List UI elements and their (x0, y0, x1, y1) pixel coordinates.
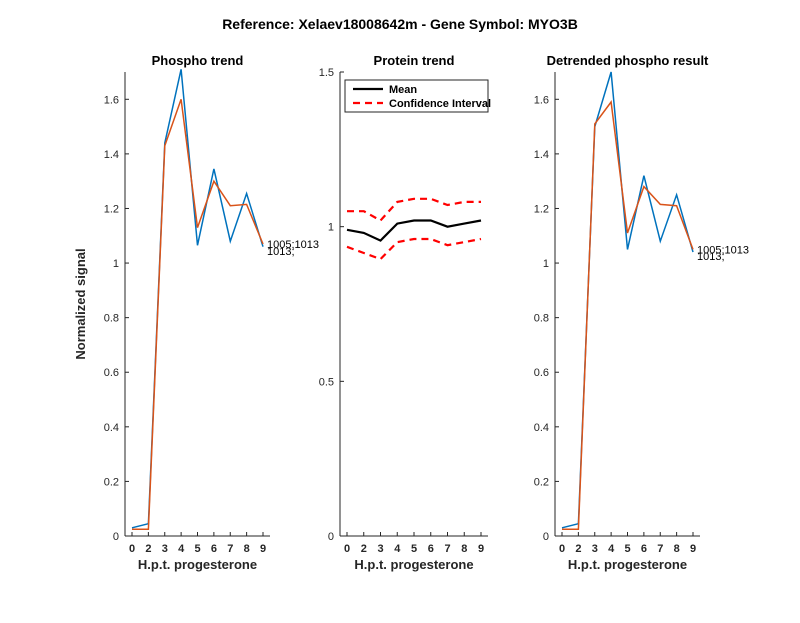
y-tick-label: 1.6 (534, 94, 549, 106)
legend-label: Mean (389, 84, 417, 96)
y-tick-label: 0 (543, 531, 549, 543)
y-tick-label: 1.4 (534, 149, 549, 161)
legend-label: Confidence Interval (389, 98, 491, 110)
point-annotation: 1005;1013 (697, 244, 749, 256)
x-axis-label: H.p.t. progesterone (138, 557, 257, 572)
x-tick-label: 3 (592, 543, 598, 555)
x-tick-label: 7 (657, 543, 663, 555)
x-tick-label: 2 (361, 543, 367, 555)
x-tick-label: 0 (559, 543, 565, 555)
panel-3: 00.20.40.60.811.21.41.60 2 3 4 5 6 7 8 9Detrende… (534, 53, 749, 572)
x-tick-label: 5 (194, 543, 200, 555)
x-tick-label: 4 (394, 543, 401, 555)
series-ci-lower-line (346, 237, 482, 261)
y-tick-label: 0 (328, 531, 334, 543)
x-tick-label: 8 (244, 543, 250, 555)
x-tick-label: 7 (444, 543, 450, 555)
y-tick-label: 0.5 (319, 376, 334, 388)
x-tick-label: 2 (145, 543, 151, 555)
y-tick-label: 0.4 (104, 422, 119, 434)
series-ci-upper-line (347, 197, 481, 222)
y-tick-label: 0.8 (104, 313, 119, 325)
y-tick-label: 0.8 (534, 313, 549, 325)
figure-title: Reference: Xelaev18008642m - Gene Symbol… (222, 16, 578, 32)
x-tick-label: 9 (478, 543, 484, 555)
legend-box (344, 79, 489, 113)
series-2-line (132, 99, 264, 530)
x-tick-label: 9 (260, 543, 266, 555)
point-annotation: 1013; (697, 251, 725, 263)
x-axis-label: H.p.t. progesterone (354, 557, 473, 572)
panel-title: Detrended phospho result (547, 53, 709, 68)
x-tick-label: 2 (575, 543, 581, 555)
y-tick-label: 0.2 (534, 476, 549, 488)
panel-title: Phospho trend (152, 53, 244, 68)
y-tick-label: 0.4 (534, 422, 549, 434)
panel-title: Protein trend (374, 53, 455, 68)
x-tick-label: 8 (674, 543, 680, 555)
y-tick-label: 1 (113, 258, 119, 270)
panel-1: 00.20.40.60.811.21.41.60 2 3 4 5 6 7 8 9Phospho … (73, 53, 319, 572)
x-tick-label: 4 (178, 543, 185, 555)
y-tick-label: 1 (543, 258, 549, 270)
x-tick-label: 6 (641, 543, 647, 555)
x-tick-label: 0 (344, 543, 350, 555)
x-tick-label: 6 (211, 543, 217, 555)
y-axis-label: Normalized signal (73, 248, 88, 359)
y-tick-label: 1.5 (319, 67, 334, 79)
x-tick-label: 0 (129, 543, 135, 555)
y-tick-label: 0.6 (104, 367, 119, 379)
x-axis-label: H.p.t. progesterone (568, 557, 687, 572)
point-annotation: 1013; (267, 246, 295, 258)
y-tick-label: 1.2 (104, 203, 119, 215)
legend: Mean Confidence Interval (344, 79, 491, 113)
x-tick-label: 7 (227, 543, 233, 555)
y-tick-label: 1.6 (104, 94, 119, 106)
x-tick-label: 3 (162, 543, 168, 555)
series-2-line (562, 100, 694, 530)
y-tick-label: 1 (328, 222, 334, 234)
y-tick-label: 0.6 (534, 367, 549, 379)
x-tick-label: 9 (690, 543, 696, 555)
x-tick-label: 5 (624, 543, 630, 555)
point-annotation: 1005;1013 (267, 239, 319, 251)
y-tick-label: 0 (113, 531, 119, 543)
x-tick-label: 4 (608, 543, 615, 555)
x-tick-label: 8 (461, 543, 467, 555)
y-tick-label: 1.2 (534, 203, 549, 215)
x-tick-label: 6 (428, 543, 434, 555)
x-tick-label: 5 (411, 543, 417, 555)
series-mean-line (346, 219, 482, 242)
y-tick-label: 0.2 (104, 476, 119, 488)
x-tick-label: 3 (377, 543, 383, 555)
y-tick-label: 1.4 (104, 149, 119, 161)
